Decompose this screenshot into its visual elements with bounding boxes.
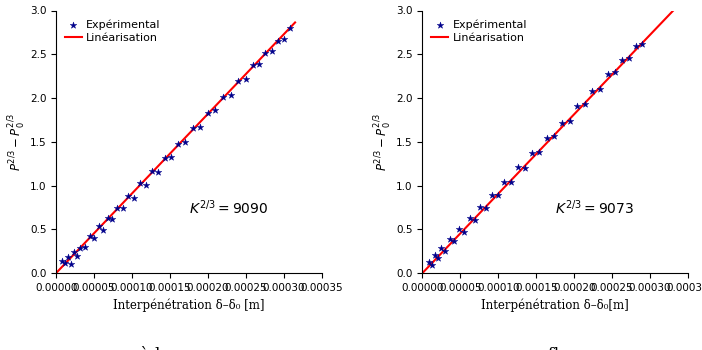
Legend: Expérimental, Linéarisation: Expérimental, Linéarisation (62, 16, 164, 47)
Point (240, 76, 251, 81)
Point (72, 253, 83, 259)
Point (595, 86, 606, 92)
Point (57, 259, 68, 264)
Point (79, 244, 91, 250)
Point (579, 101, 590, 107)
Point (260, 51, 271, 56)
Text: $K^{2/3}=9090$: $K^{2/3}=9090$ (189, 198, 268, 217)
Point (512, 164, 524, 170)
Point (66, 261, 77, 267)
Point (248, 63, 259, 68)
Point (69, 249, 80, 255)
Point (180, 139, 191, 145)
Point (557, 120, 568, 125)
Point (499, 179, 510, 185)
Point (102, 215, 113, 221)
Point (549, 133, 560, 139)
Point (210, 107, 221, 113)
Point (84, 233, 95, 239)
Point (432, 255, 443, 261)
Point (60, 261, 71, 266)
Y-axis label: $P^{2/3}-P_0^{2/3}$: $P^{2/3}-P_0^{2/3}$ (6, 113, 27, 171)
Point (630, 43, 641, 48)
Text: $K^{2/3}=9073$: $K^{2/3}=9073$ (555, 198, 635, 217)
Point (159, 155, 171, 160)
Point (88, 236, 100, 241)
Point (449, 239, 460, 244)
Point (623, 55, 635, 61)
Point (140, 182, 151, 188)
Point (278, 36, 289, 42)
Point (469, 217, 480, 223)
Point (505, 179, 517, 185)
Point (272, 38, 283, 43)
Point (519, 165, 531, 170)
Point (587, 88, 598, 93)
Point (93, 223, 105, 229)
Point (117, 205, 128, 211)
Point (616, 57, 628, 63)
Point (637, 41, 648, 47)
Point (602, 71, 613, 77)
Text: à la gomme: à la gomme (140, 346, 238, 350)
Point (564, 118, 575, 124)
Point (609, 69, 621, 75)
Point (152, 169, 164, 174)
Point (486, 192, 498, 197)
Point (202, 110, 213, 116)
Point (571, 103, 583, 108)
Point (98, 227, 109, 233)
Point (62, 254, 74, 260)
Text: au flanc: au flanc (522, 346, 589, 350)
Point (166, 155, 177, 160)
Point (439, 248, 451, 254)
Point (134, 180, 145, 186)
Point (426, 262, 437, 268)
X-axis label: Interpénétration δ–δ₀ [m]: Interpénétration δ–δ₀ [m] (113, 298, 265, 312)
Y-axis label: $P^{2/3}-P_0^{2/3}$: $P^{2/3}-P_0^{2/3}$ (373, 113, 393, 171)
Point (194, 124, 206, 130)
Point (75, 245, 86, 250)
Point (232, 78, 244, 84)
Point (475, 205, 486, 210)
Point (123, 193, 134, 198)
Point (225, 92, 236, 98)
Point (429, 252, 440, 258)
Point (541, 135, 552, 140)
Point (481, 205, 492, 211)
Point (493, 193, 504, 198)
Point (453, 226, 465, 232)
Point (111, 205, 122, 210)
Point (187, 125, 198, 131)
Point (444, 236, 456, 242)
Point (436, 245, 447, 251)
Point (254, 61, 265, 67)
Point (464, 215, 475, 220)
Point (218, 94, 229, 100)
Point (423, 259, 434, 265)
Point (173, 141, 184, 147)
Point (146, 168, 157, 174)
Point (458, 229, 470, 235)
Point (266, 49, 277, 54)
X-axis label: Interpénétration δ–δ₀[m]: Interpénétration δ–δ₀[m] (482, 298, 629, 312)
Point (284, 25, 296, 31)
Point (107, 216, 118, 221)
Point (128, 195, 139, 201)
Point (526, 150, 537, 156)
Legend: Expérimental, Linéarisation: Expérimental, Linéarisation (428, 16, 530, 47)
Point (534, 150, 545, 155)
